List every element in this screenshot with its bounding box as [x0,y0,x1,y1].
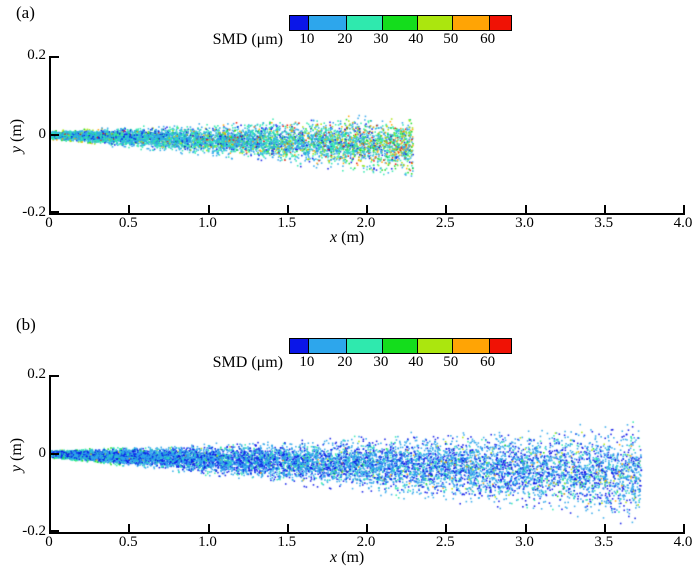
plot-area [49,375,685,534]
x-axis-var: x [330,549,338,566]
colorbar-tick-label: 60 [480,31,496,47]
colorbar-segment [307,339,346,353]
x-axis-tick [128,524,131,532]
y-axis-tick [51,133,59,136]
colorbar-segment [488,16,511,30]
x-axis-tick [603,524,606,532]
colorbar-segment [290,339,308,353]
x-tick-label: 3.0 [515,215,534,231]
x-tick-label: 2.5 [435,534,455,550]
x-axis-tick [603,205,606,213]
x-axis-unit: (m) [337,549,365,566]
x-axis-tick [286,524,289,532]
colorbar-segment [290,16,308,30]
y-axis-var: y [8,465,25,473]
x-axis-tick [286,205,289,213]
y-tick-label: 0 [38,125,47,142]
x-axis-tick [524,524,527,532]
colorbar-tick-label: 10 [299,354,315,370]
x-tick-label: 1.5 [277,534,297,550]
colorbar-tick-label: 60 [480,354,496,370]
colorbar-segment [345,339,382,353]
colorbar [289,338,512,354]
x-tick-label: 2.0 [356,215,376,231]
panel-a-label: (a) [16,3,35,22]
colorbar-tick-label: 10 [299,31,315,47]
y-tick-label: 0.2 [27,366,46,382]
colorbar-tick-label: 20 [337,31,353,47]
x-axis-label: x (m) [330,229,364,247]
colorbar-segment [381,339,417,353]
x-tick-label: 1.5 [277,215,297,231]
colorbar-tick-label: 30 [373,354,389,370]
x-tick-label: 0 [45,215,53,231]
colorbar-tick-labels: 10 20 30 40 50 60 [289,31,510,49]
colorbar-segment [488,339,511,353]
y-tick-label: -0.2 [22,523,46,539]
y-tick-label: 0 [38,444,47,461]
x-tick-label: 0.5 [118,534,138,550]
x-tick-label: 0.5 [118,215,138,231]
x-axis-tick [445,524,448,532]
panel-b-label: (b) [16,315,36,334]
colorbar-tick-label: 50 [443,31,459,47]
colorbar-tick-label: 40 [408,354,424,370]
x-axis-tick [524,205,527,213]
scatter-points [51,56,685,213]
colorbar-segment [381,16,417,30]
scatter-points [51,375,685,532]
colorbar-segment [416,16,452,30]
colorbar-title: SMD (μm) [212,31,283,48]
y-axis-tick [51,452,59,455]
colorbar-segment [307,16,346,30]
x-axis-tick [207,205,210,213]
x-axis-tick [683,205,685,213]
y-axis-tick [51,211,59,213]
y-axis-tick [51,530,59,532]
colorbar [289,15,512,31]
panel-a: (a) SMD (μm) 10 20 30 40 50 60 x (m) y (m) 0 0… [0,0,700,290]
y-axis-tick [51,375,59,377]
colorbar-tick-labels: 10 20 30 40 50 60 [289,354,510,372]
x-axis-unit: (m) [337,229,365,246]
y-axis-var: y [8,146,25,154]
x-tick-label: 3.0 [515,534,534,550]
x-tick-label: 2.5 [435,215,455,231]
y-tick-label: 0.2 [27,47,46,63]
x-axis-var: x [330,229,338,246]
x-axis-tick [366,205,368,213]
y-tick-label: -0.2 [22,204,46,220]
colorbar-segment [451,339,489,353]
x-axis-tick [207,524,210,532]
x-tick-label: 3.5 [594,215,614,231]
colorbar-segment [345,16,382,30]
colorbar-segment [416,339,452,353]
x-axis-tick [683,524,685,532]
colorbar-title: SMD (μm) [212,354,283,371]
colorbar-tick-label: 20 [337,354,353,370]
plot-area [49,56,685,215]
panel-b: (b) SMD (μm) 10 20 30 40 50 60 x (m) y (m) 0 0… [0,310,700,581]
x-tick-label: 4.0 [673,534,693,550]
x-tick-label: 3.5 [594,534,614,550]
x-axis-tick [128,205,131,213]
y-axis-tick [51,56,59,58]
colorbar-segment [451,16,489,30]
x-tick-label: 4.0 [673,215,693,231]
colorbar-tick-label: 50 [443,354,459,370]
colorbar-tick-label: 40 [408,31,424,47]
x-tick-label: 0 [45,534,53,550]
x-tick-label: 1.0 [198,215,217,231]
colorbar-tick-label: 30 [373,31,389,47]
x-axis-tick [445,205,448,213]
x-tick-label: 1.0 [198,534,217,550]
x-axis-tick [366,524,368,532]
x-tick-label: 2.0 [356,534,376,550]
x-axis-label: x (m) [330,549,364,567]
